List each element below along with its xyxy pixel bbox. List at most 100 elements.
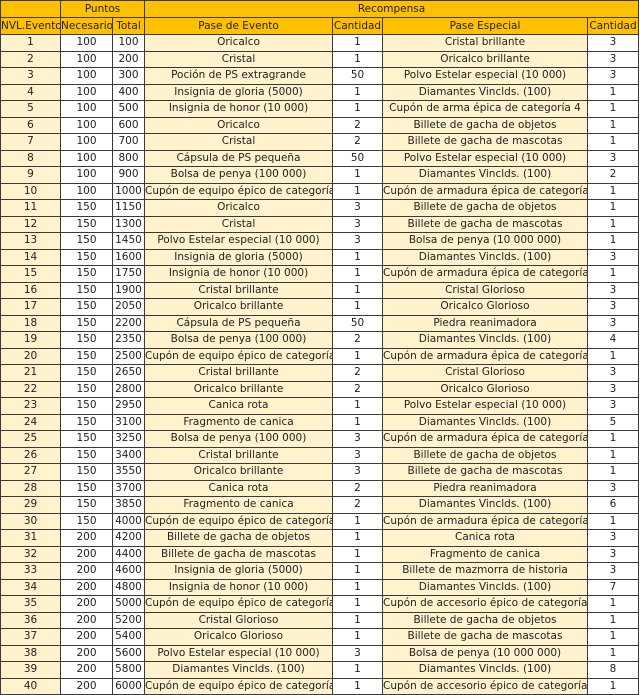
cell-pase-especial-cantidad: 1 [586,182,640,200]
cell-pase-especial-item: Cristal Glorioso [382,281,588,299]
cell-pase-especial-cantidad: 3 [586,298,640,316]
header-pase-evento: Pase de Evento [144,17,333,35]
cell-level: 33 [0,562,61,580]
table-row: 40 200 6000 Cupón de equipo épico de catego… [0,677,640,695]
cell-pase-especial-cantidad: 3 [586,529,640,547]
cell-pase-especial-cantidad: 2 [586,166,640,184]
cell-pase-evento-cantidad: 50 [332,149,383,167]
cell-pase-evento-item: Insignia de honor (10 000) [144,100,333,118]
cell-necesario: 200 [60,595,113,613]
cell-level: 7 [0,133,61,151]
cell-necesario: 150 [60,215,113,233]
cell-necesario: 150 [60,232,113,250]
cell-pase-evento-item: Cristal [144,50,333,68]
cell-level: 30 [0,512,61,530]
cell-necesario: 100 [60,149,113,167]
cell-pase-especial-item: Diamantes Vinclds. (100) [382,496,588,514]
cell-pase-evento-cantidad: 1 [332,413,383,431]
cell-pase-especial-cantidad: 1 [586,595,640,613]
cell-pase-evento-cantidad: 1 [332,529,383,547]
header-nvl-evento: NVL.Evento [0,17,61,35]
cell-necesario: 150 [60,512,113,530]
cell-pase-especial-cantidad: 3 [586,50,640,68]
cell-pase-especial-item: Piedra reanimadora [382,479,588,497]
cell-pase-especial-cantidad: 1 [586,644,640,662]
cell-pase-evento-item: Cupón de equipo épico de categoría 3 [144,182,333,200]
cell-pase-especial-item: Diamantes Vinclds. (100) [382,248,588,266]
cell-pase-especial-cantidad: 7 [586,578,640,596]
cell-pase-evento-cantidad: 1 [332,281,383,299]
cell-pase-evento-cantidad: 3 [332,463,383,481]
cell-pase-evento-item: Polvo Estelar especial (10 000) [144,232,333,250]
cell-necesario: 200 [60,545,113,563]
cell-pase-especial-item: Billete de gacha de objetos [382,611,588,629]
cell-necesario: 150 [60,248,113,266]
cell-pase-especial-cantidad: 3 [586,67,640,85]
cell-total: 2050 [112,298,145,316]
table-row: 32 200 4400 Billete de gacha de mascotas 1 Fr… [0,545,640,563]
cell-total: 5200 [112,611,145,629]
cell-level: 3 [0,67,61,85]
cell-pase-especial-item: Oricalco Glorioso [382,380,588,398]
cell-pase-evento-item: Billete de gacha de mascotas [144,545,333,563]
header-cantidad-evento: Cantidad [332,17,383,35]
cell-pase-evento-item: Polvo Estelar especial (10 000) [144,644,333,662]
cell-total: 200 [112,50,145,68]
cell-level: 25 [0,430,61,448]
table-row: 18 150 2200 Cápsula de PS pequeña 50 Piedra r… [0,314,640,332]
cell-necesario: 150 [60,347,113,365]
table-row: 17 150 2050 Oricalco brillante 1 Oricalco Glo… [0,298,640,316]
cell-pase-evento-item: Insignia de honor (10 000) [144,265,333,283]
cell-pase-evento-item: Cupón de equipo épico de categoría 3 [144,347,333,365]
cell-pase-especial-cantidad: 1 [586,512,640,530]
cell-pase-evento-cantidad: 50 [332,67,383,85]
cell-total: 1000 [112,182,145,200]
cell-pase-evento-cantidad: 1 [332,265,383,283]
cell-total: 3700 [112,479,145,497]
cell-pase-evento-item: Oricalco brillante [144,463,333,481]
cell-total: 1600 [112,248,145,266]
cell-level: 14 [0,248,61,266]
cell-total: 500 [112,100,145,118]
cell-total: 5400 [112,628,145,646]
cell-pase-evento-cantidad: 2 [332,496,383,514]
cell-pase-especial-cantidad: 3 [586,364,640,382]
cell-pase-evento-cantidad: 1 [332,661,383,679]
cell-pase-evento-item: Cristal brillante [144,281,333,299]
cell-pase-evento-item: Insignia de gloria (5000) [144,248,333,266]
cell-level: 21 [0,364,61,382]
cell-total: 100 [112,34,145,52]
cell-necesario: 150 [60,281,113,299]
cell-pase-especial-cantidad: 3 [586,248,640,266]
cell-total: 3850 [112,496,145,514]
cell-pase-especial-item: Diamantes Vinclds. (100) [382,83,588,101]
cell-level: 39 [0,661,61,679]
cell-pase-especial-cantidad: 1 [586,463,640,481]
cell-pase-especial-cantidad: 1 [586,347,640,365]
cell-pase-evento-cantidad: 1 [332,677,383,695]
cell-pase-evento-item: Cupón de equipo épico de categoría 3 [144,512,333,530]
cell-total: 5000 [112,595,145,613]
cell-pase-evento-item: Cristal Glorioso [144,611,333,629]
cell-pase-especial-cantidad: 3 [586,281,640,299]
cell-pase-especial-item: Fragmento de canica [382,545,588,563]
cell-pase-especial-cantidad: 1 [586,265,640,283]
header-empty [0,0,61,18]
cell-pase-evento-cantidad: 1 [332,562,383,580]
cell-necesario: 150 [60,331,113,349]
cell-pase-especial-cantidad: 1 [586,215,640,233]
table-row: 5 100 500 Insignia de honor (10 000) 1 Cupón … [0,100,640,118]
cell-total: 1900 [112,281,145,299]
cell-pase-evento-item: Bolsa de penya (100 000) [144,331,333,349]
table-row: 36 200 5200 Cristal Glorioso 1 Billete de gac… [0,611,640,629]
table-row: 6 100 600 Oricalco 2 Billete de gacha de obje… [0,116,640,134]
table-row: 25 150 3250 Bolsa de penya (100 000) 3 Cupón … [0,430,640,448]
cell-pase-evento-item: Oricalco [144,34,333,52]
table-row: 10 100 1000 Cupón de equipo épico de catego… [0,182,640,200]
cell-total: 3550 [112,463,145,481]
cell-pase-evento-item: Insignia de honor (10 000) [144,578,333,596]
cell-total: 4600 [112,562,145,580]
table-row: 28 150 3700 Canica rota 2 Piedra reanimadora 3 [0,479,640,497]
cell-total: 600 [112,116,145,134]
cell-pase-especial-item: Diamantes Vinclds. (100) [382,413,588,431]
